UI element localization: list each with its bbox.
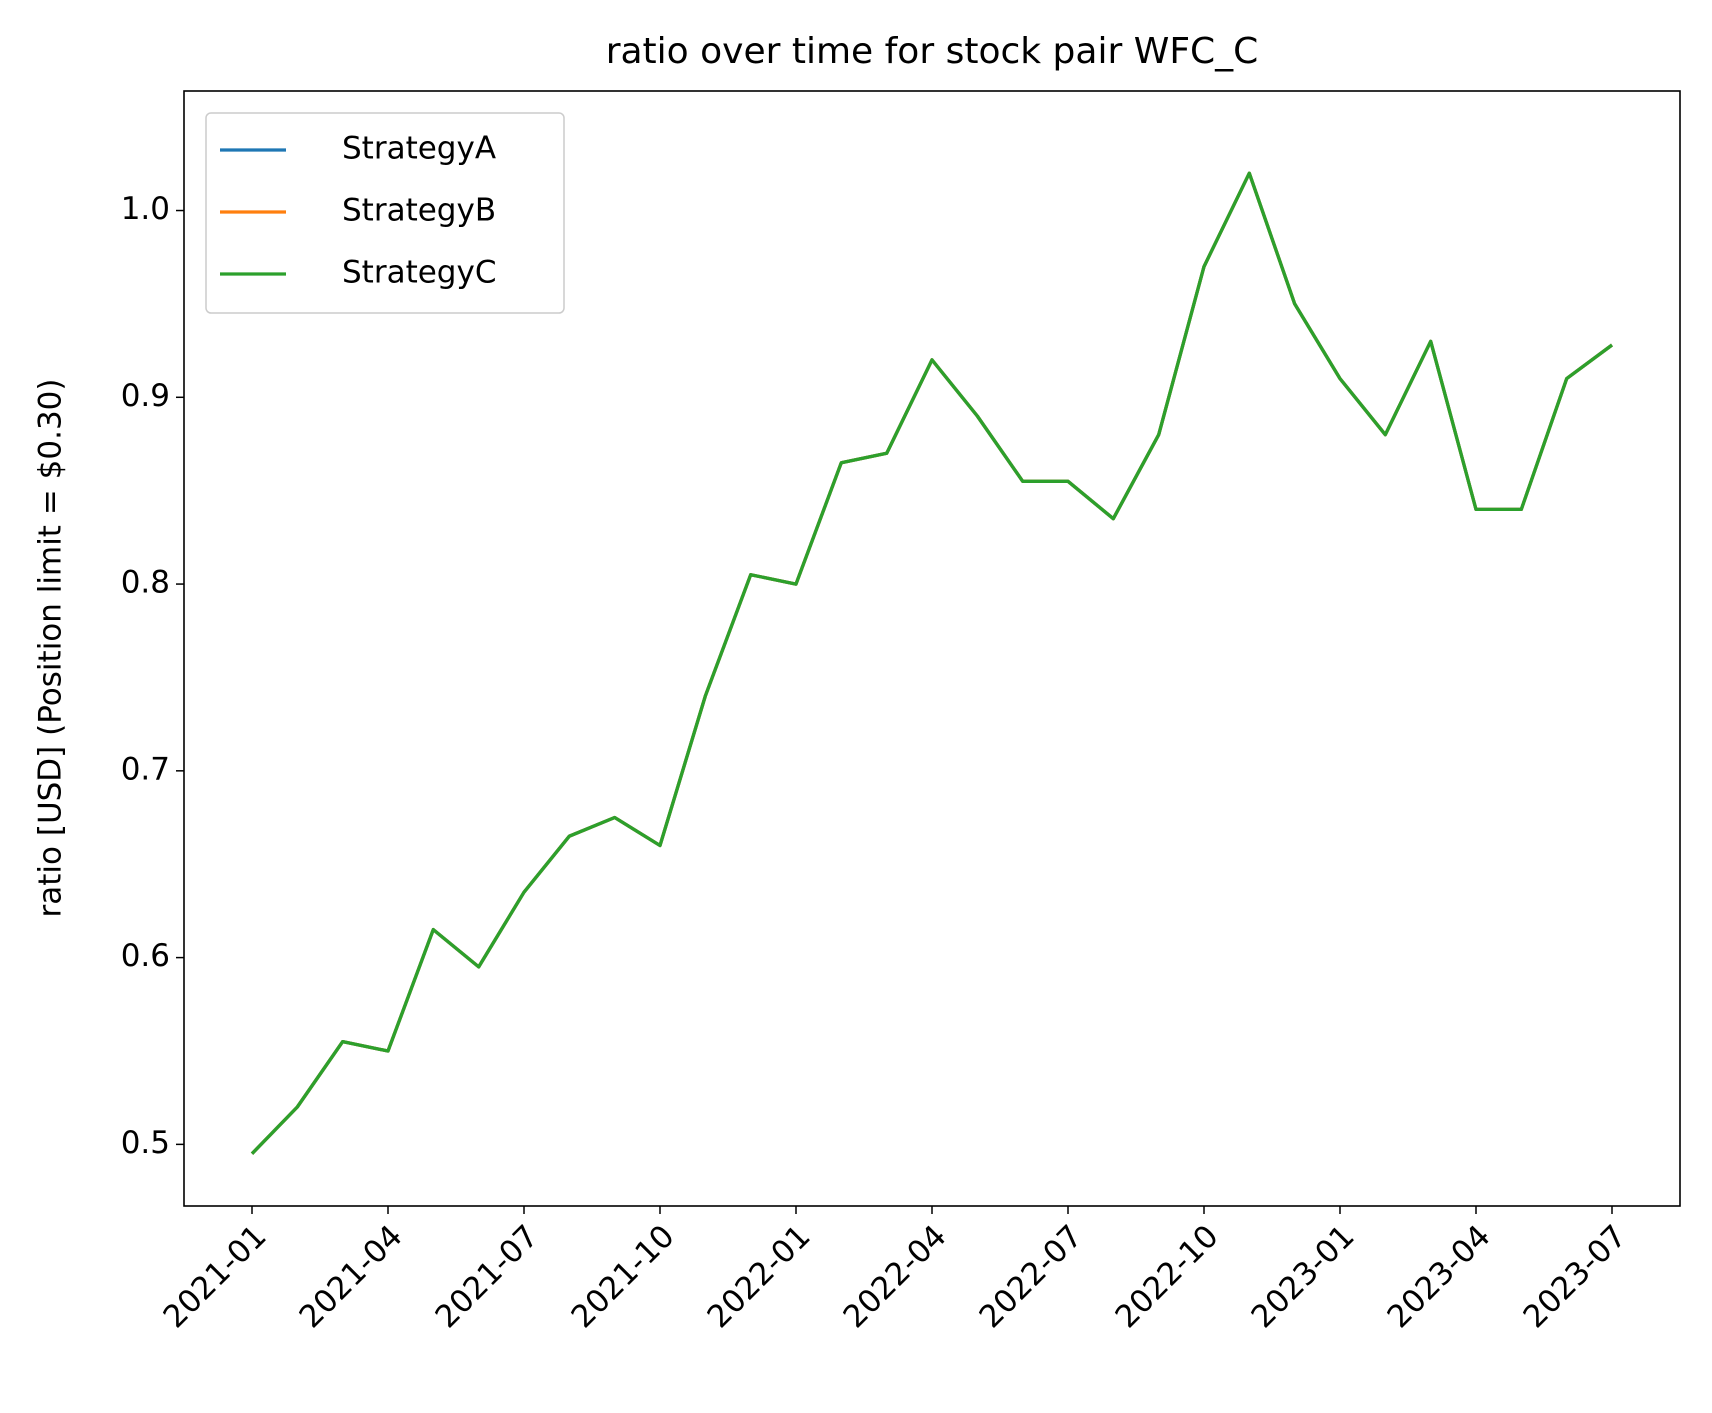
y-tick-label: 0.6 bbox=[121, 938, 170, 974]
plot-frame bbox=[183, 90, 1681, 1207]
y-tick-label: 0.9 bbox=[121, 378, 170, 414]
y-tick-label: 0.7 bbox=[121, 751, 170, 787]
legend-label: StrategyB bbox=[342, 193, 496, 229]
legend-label: StrategyC bbox=[342, 255, 496, 291]
legend-box bbox=[205, 112, 565, 314]
chart-title: ratio over time for stock pair WFC_C bbox=[606, 31, 1259, 72]
y-tick-label: 0.8 bbox=[121, 565, 170, 601]
series-line bbox=[250, 171, 1613, 1155]
y-tick-label: 1.0 bbox=[121, 191, 170, 227]
legend-label: StrategyA bbox=[342, 131, 496, 167]
y-axis-label: ratio [USD] (Position limit = $0.30) bbox=[33, 379, 69, 918]
y-tick-label: 0.5 bbox=[121, 1125, 170, 1161]
